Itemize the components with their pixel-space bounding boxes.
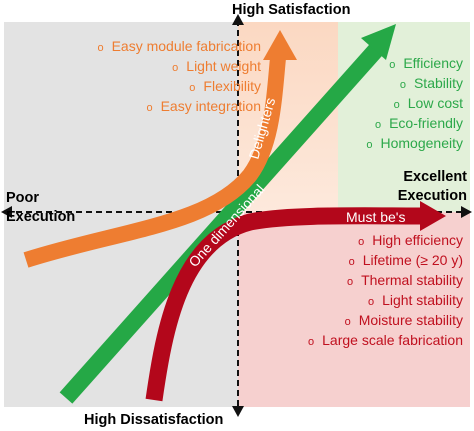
excellent-execution-label: Execution [397,188,467,204]
must-bes-arrow [145,207,426,402]
bullet-icon: o [308,336,315,348]
bullet-icon: o [366,139,373,151]
must-bes-label: Must be's [346,209,405,225]
delighters-arrow [23,57,286,268]
list-item: o Efficiency [389,55,463,71]
bullet-icon: o [172,62,179,74]
bullet-icon: o [389,59,396,71]
high-satisfaction-label: High Satisfaction [232,2,351,18]
bullet-icon: o [146,102,153,114]
delighters-list: o Easy module fabrication o Light weight o… [97,36,261,116]
list-item: o Large scale fabrication [308,332,463,348]
red-quadrant [238,212,470,407]
bullet-icon: o [358,236,365,248]
list-item: o Easy integration [146,98,261,114]
list-item: o Homogeneity [366,135,463,151]
list-item: o Light weight [172,58,261,74]
one-dimensional-arrow [59,36,390,404]
bullet-icon: o [348,256,355,268]
must-bes-list: o High efficiency o Lifetime (≥ 20 y) o The… [308,230,463,350]
bullet-icon: o [344,316,351,328]
one-dimensional-list: o Efficiency o Stability o Low cost o Eco-fr… [366,53,463,153]
axis-arrow-up [232,14,244,25]
bullet-icon: o [374,119,382,131]
poor-execution-label: Execution [6,209,76,225]
grey-quadrant [4,22,238,212]
list-item: o Flexibility [189,78,261,94]
bullet-icon: o [97,42,104,54]
bullet-icon: o [367,296,375,308]
one-dimensional-arrowhead [361,24,396,60]
poor-label: Poor [6,190,40,206]
bullet-icon: o [346,276,354,288]
green-quadrant [338,22,470,212]
high-dissatisfaction-label: High Dissatisfaction [84,412,224,428]
list-item: o Light stability [367,292,463,308]
bullet-icon: o [399,79,406,91]
axis-arrow-down [232,406,244,417]
delighters-arrowhead [263,30,297,60]
list-item: o High efficiency [358,232,463,248]
list-item: o Eco-friendly [374,115,463,131]
list-item: o Moisture stability [344,312,463,328]
list-item: o Lifetime (≥ 20 y) [348,252,463,268]
must-bes-arrowhead [420,201,446,231]
list-item: o Thermal stability [346,272,463,288]
axis-arrow-left [1,206,12,218]
bullet-icon: o [393,99,400,111]
list-item: o Stability [399,75,463,91]
excellent-label: Excellent [403,169,467,185]
list-item: o Low cost [393,95,463,111]
bullet-icon: o [189,82,196,94]
axis-arrow-right [461,206,472,218]
list-item: o Easy module fabrication [97,38,261,54]
